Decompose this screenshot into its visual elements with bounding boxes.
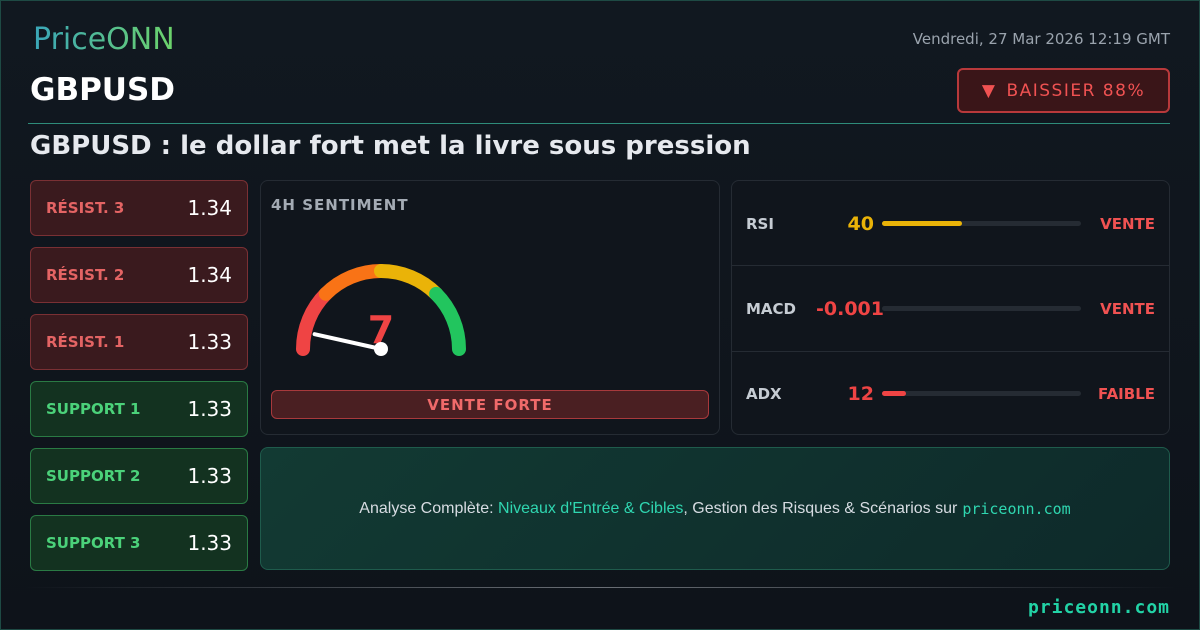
cta-banner[interactable]: Analyse Complète: Niveaux d'Entrée & Cib… <box>260 447 1170 570</box>
indicator-rsi: RSI 40 VENTE <box>732 181 1169 266</box>
symbol-title: GBPUSD <box>30 72 176 108</box>
indicator-signal: FAIBLE <box>1098 384 1155 403</box>
indicator-signal: VENTE <box>1100 299 1155 318</box>
indicator-value: 40 <box>847 212 874 235</box>
indicator-adx: ADX 12 FAIBLE <box>732 351 1169 436</box>
level-support: SUPPORT 2 1.33 <box>30 448 248 504</box>
indicator-name: ADX <box>746 384 782 403</box>
indicator-value: -0.001 <box>816 297 884 320</box>
level-value: 1.33 <box>187 464 232 488</box>
indicator-bar <box>882 391 1081 396</box>
sentiment-gauge: 7 <box>296 264 466 356</box>
indicator-macd: MACD -0.001 VENTE <box>732 266 1169 351</box>
cta-prefix: Analyse Complète: <box>359 499 499 517</box>
sentiment-label: VENTE FORTE <box>271 390 709 419</box>
indicator-bar-fill <box>882 391 906 396</box>
level-value: 1.33 <box>187 397 232 421</box>
indicator-bar <box>882 221 1081 226</box>
indicator-value: 12 <box>847 382 874 405</box>
gauge-segment <box>374 264 444 301</box>
level-value: 1.33 <box>187 531 232 555</box>
level-label: SUPPORT 1 <box>46 400 141 418</box>
cta-suffix: , Gestion des Risques & Scénarios sur <box>683 499 958 517</box>
divider <box>732 265 1169 266</box>
level-resistance: RÉSIST. 1 1.33 <box>30 314 248 370</box>
indicator-name: RSI <box>746 214 774 233</box>
gauge-needle <box>312 332 383 351</box>
indicator-bar <box>882 306 1081 311</box>
sentiment-title: 4H SENTIMENT <box>271 196 409 214</box>
divider <box>732 351 1169 352</box>
level-value: 1.34 <box>187 196 232 220</box>
triangle-down-icon: ▼ <box>981 80 997 101</box>
level-label: RÉSIST. 1 <box>46 333 125 351</box>
footer-site[interactable]: priceonn.com <box>1027 597 1170 618</box>
level-label: RÉSIST. 2 <box>46 266 125 284</box>
headline: GBPUSD : le dollar fort met la livre sou… <box>30 131 751 161</box>
divider <box>25 587 1175 588</box>
level-value: 1.34 <box>187 263 232 287</box>
level-resistance: RÉSIST. 2 1.34 <box>30 247 248 303</box>
gauge-segment <box>296 286 333 356</box>
indicator-signal: VENTE <box>1100 214 1155 233</box>
gauge-segment <box>429 286 466 356</box>
level-support: SUPPORT 1 1.33 <box>30 381 248 437</box>
badge-label: BAISSIER 88% <box>1006 80 1146 101</box>
level-label: RÉSIST. 3 <box>46 199 125 217</box>
gauge-segment <box>318 264 388 301</box>
logo: PriceONN <box>33 22 175 57</box>
indicator-name: MACD <box>746 299 796 318</box>
divider <box>28 123 1170 124</box>
level-resistance: RÉSIST. 3 1.34 <box>30 180 248 236</box>
indicators-card: RSI 40 VENTE MACD -0.001 VENTE ADX 12 FAIBLE <box>731 180 1170 435</box>
level-support: SUPPORT 3 1.33 <box>30 515 248 571</box>
cta-highlight: Niveaux d'Entrée & Cibles <box>498 499 684 517</box>
sentiment-card: 4H SENTIMENT 7 VENTE FORTE <box>260 180 720 435</box>
sentiment-badge: ▼ BAISSIER 88% <box>957 68 1170 113</box>
gauge-pivot <box>374 342 388 356</box>
cta-site-link[interactable]: priceonn.com <box>962 499 1071 518</box>
level-value: 1.33 <box>187 330 232 354</box>
level-label: SUPPORT 3 <box>46 534 141 552</box>
date-time: Vendredi, 27 Mar 2026 12:19 GMT <box>912 30 1170 48</box>
indicator-bar-fill <box>882 221 962 226</box>
level-label: SUPPORT 2 <box>46 467 141 485</box>
